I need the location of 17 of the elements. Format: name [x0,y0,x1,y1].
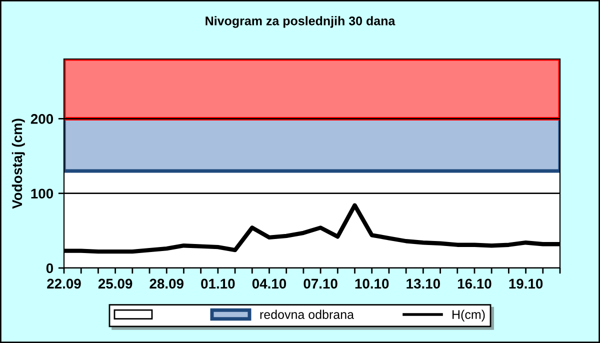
x-tick-label: 16.10 [458,278,492,289]
x-tick-label: 22.09 [47,278,81,289]
x-tick-label: 28.09 [150,278,184,289]
legend-label: H(cm) [452,310,485,322]
legend-label: redovna odbrana [260,310,354,319]
chart-title: Nivogram za poslednjih 30 dana [206,16,396,28]
x-tick-label: 04.10 [252,278,286,289]
y-axis-title: Vodostaj (cm) [12,118,25,209]
x-tick-label: 10.10 [355,278,389,289]
y-tick-label: 100 [31,188,54,199]
x-tick-label: 19.10 [509,278,543,289]
x-tick-label: 01.10 [201,278,235,289]
x-tick-label: 25.09 [98,278,132,289]
x-tick-label: 13.10 [406,278,440,289]
y-tick-label: 0 [46,263,54,274]
y-tick-label: 200 [30,114,54,124]
x-tick-label: 07.10 [304,278,338,289]
